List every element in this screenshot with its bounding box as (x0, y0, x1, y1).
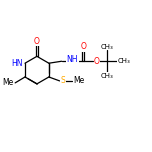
Text: Me: Me (2, 78, 13, 87)
Text: NH: NH (67, 55, 78, 64)
Text: CH₃: CH₃ (118, 58, 130, 64)
Text: O: O (34, 37, 40, 46)
Text: CH₃: CH₃ (100, 73, 113, 79)
Text: Me: Me (73, 76, 85, 85)
Text: S: S (61, 76, 65, 85)
Text: O: O (94, 57, 100, 66)
Text: O: O (80, 43, 86, 52)
Text: HN: HN (12, 59, 23, 68)
Text: CH₃: CH₃ (100, 44, 113, 50)
